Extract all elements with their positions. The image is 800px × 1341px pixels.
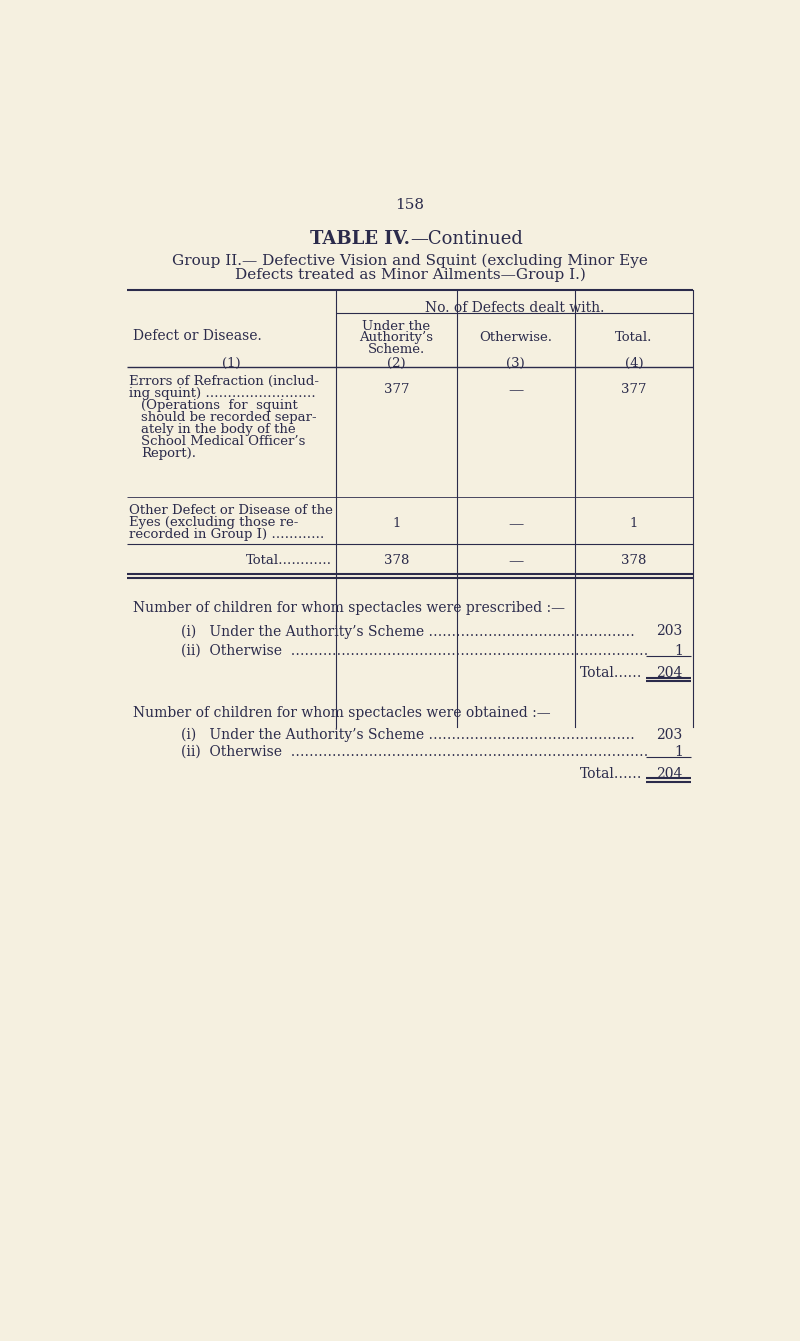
Text: —: — — [508, 516, 523, 531]
Text: Number of children for whom spectacles were prescribed :—: Number of children for whom spectacles w… — [133, 601, 565, 616]
Text: 1: 1 — [674, 744, 683, 759]
Text: Eyes (excluding those re-: Eyes (excluding those re- — [129, 516, 298, 530]
Text: Authority’s: Authority’s — [359, 331, 434, 345]
Text: 377: 377 — [622, 382, 646, 396]
Text: (2): (2) — [387, 357, 406, 370]
Text: Other Defect or Disease of the: Other Defect or Disease of the — [129, 504, 333, 518]
Text: 1: 1 — [392, 516, 401, 530]
Text: 158: 158 — [395, 198, 425, 212]
Text: 203: 203 — [657, 625, 683, 638]
Text: Scheme.: Scheme. — [368, 343, 425, 355]
Text: (1): (1) — [222, 357, 241, 370]
Text: ing squint) …………………….: ing squint) ……………………. — [129, 388, 315, 400]
Text: 1: 1 — [630, 516, 638, 530]
Text: 377: 377 — [384, 382, 409, 396]
Text: ately in the body of the: ately in the body of the — [141, 422, 296, 436]
Text: (ii)  Otherwise  ……………………………………………………………………: (ii) Otherwise …………………………………………………………………… — [182, 744, 649, 759]
Text: (4): (4) — [625, 357, 643, 370]
Text: (ii)  Otherwise  ……………………………………………………………………: (ii) Otherwise …………………………………………………………………… — [182, 644, 649, 657]
Text: No. of Defects dealt with.: No. of Defects dealt with. — [425, 302, 604, 315]
Text: TABLE IV.: TABLE IV. — [310, 231, 410, 248]
Text: 204: 204 — [657, 666, 683, 680]
Text: Group II.— Defective Vision and Squint (excluding Minor Eye: Group II.— Defective Vision and Squint (… — [172, 253, 648, 268]
Text: Defects treated as Minor Ailments—Group I.): Defects treated as Minor Ailments—Group … — [234, 267, 586, 282]
Text: Otherwise.: Otherwise. — [479, 331, 552, 345]
Text: Total…………: Total………… — [246, 554, 333, 567]
Text: should be recorded separ-: should be recorded separ- — [141, 410, 317, 424]
Text: —: — — [508, 382, 523, 397]
Text: Total……: Total…… — [580, 666, 642, 680]
Text: —Continued: —Continued — [410, 231, 523, 248]
Text: 203: 203 — [657, 728, 683, 742]
Text: Number of children for whom spectacles were obtained :—: Number of children for whom spectacles w… — [133, 707, 550, 720]
Text: 378: 378 — [622, 554, 646, 567]
Text: Total……: Total…… — [580, 767, 642, 780]
Text: (Operations  for  squint: (Operations for squint — [141, 398, 298, 412]
Text: 204: 204 — [657, 767, 683, 780]
Text: (i)   Under the Authority’s Scheme ………………………………………: (i) Under the Authority’s Scheme …………………… — [182, 625, 635, 638]
Text: Total.: Total. — [615, 331, 653, 345]
Text: Report).: Report). — [141, 447, 196, 460]
Text: Under the: Under the — [362, 319, 430, 333]
Text: School Medical Officer’s: School Medical Officer’s — [141, 434, 306, 448]
Text: —: — — [508, 554, 523, 569]
Text: (3): (3) — [506, 357, 525, 370]
Text: 1: 1 — [674, 644, 683, 657]
Text: Defect or Disease.: Defect or Disease. — [134, 329, 262, 343]
Text: Errors of Refraction (includ-: Errors of Refraction (includ- — [129, 375, 318, 388]
Text: 378: 378 — [384, 554, 409, 567]
Text: (i)   Under the Authority’s Scheme ………………………………………: (i) Under the Authority’s Scheme …………………… — [182, 728, 635, 742]
Text: recorded in Group I) …………: recorded in Group I) ………… — [129, 528, 324, 542]
